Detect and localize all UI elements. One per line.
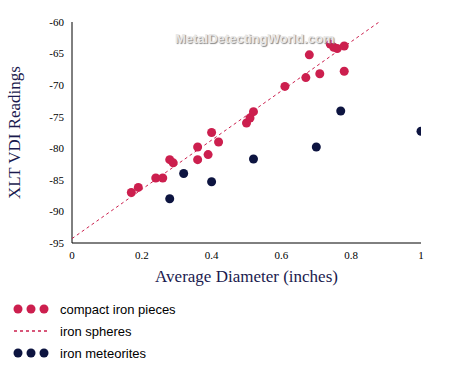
html-text:MetalDetectingWorld.com: MetalDetectingWorld.com	[175, 31, 335, 46]
svg-text:-60: -60	[49, 16, 64, 28]
svg-text:-85: -85	[49, 174, 64, 186]
svg-text:XLT VDI Readings: XLT VDI Readings	[8, 66, 24, 199]
html-text:compact iron pieces: compact iron pieces	[60, 301, 176, 317]
svg-text:0.2: 0.2	[135, 249, 149, 261]
svg-text:-70: -70	[49, 79, 64, 91]
svg-text:0.8: 0.8	[344, 249, 358, 261]
svg-text:1: 1	[418, 249, 424, 261]
svg-text:0.6: 0.6	[275, 249, 289, 261]
svg-text:-90: -90	[49, 205, 64, 217]
html-text:iron meteorites: iron meteorites	[60, 345, 146, 361]
svg-text:-80: -80	[49, 142, 64, 154]
svg-text:-75: -75	[49, 111, 64, 123]
svg-text:Average Diameter (inches): Average Diameter (inches)	[155, 267, 338, 286]
svg-text:0: 0	[69, 249, 75, 261]
svg-text:-65: -65	[49, 47, 64, 59]
html-text:iron spheres: iron spheres	[60, 323, 132, 339]
svg-text:-95: -95	[49, 237, 64, 249]
svg-text:0.4: 0.4	[205, 249, 219, 261]
